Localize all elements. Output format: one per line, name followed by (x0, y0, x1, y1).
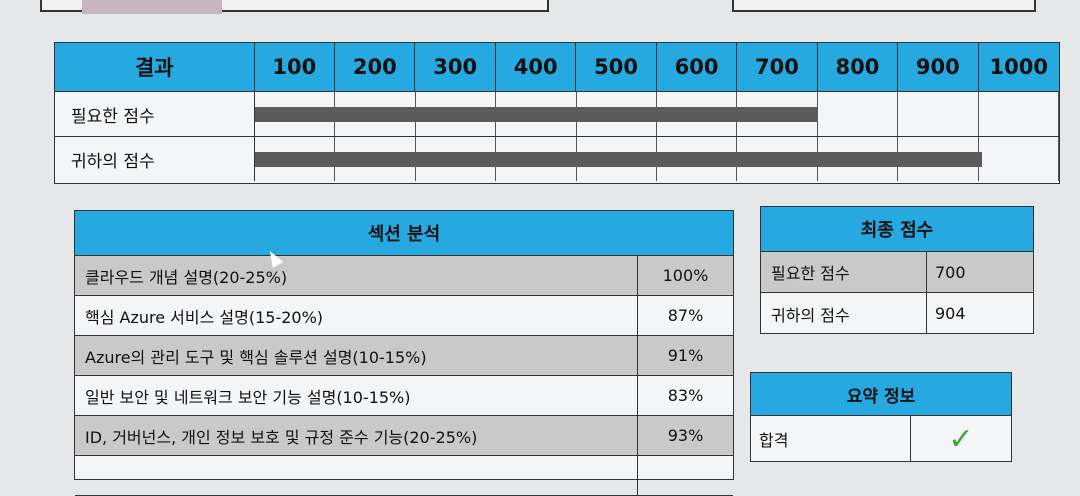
scale-header: 결과 100 200 300 400 500 600 700 800 900 1… (55, 43, 1059, 91)
scale-tick: 400 (496, 43, 577, 91)
section-name: 핵심 Azure 서비스 설명(15-20%) (75, 296, 638, 335)
scale-tick: 900 (898, 43, 979, 91)
score-grid (255, 137, 1060, 181)
table-row: 핵심 Azure 서비스 설명(15-20%) 87% (75, 296, 733, 336)
section-percent (638, 456, 733, 495)
required-score-label: 필요한 점수 (55, 92, 255, 136)
your-score-row: 귀하의 점수 (55, 136, 1060, 181)
section-percent: 93% (667, 426, 704, 445)
scale-tick: 100 (255, 43, 336, 91)
section-percent: 91% (667, 346, 704, 365)
result-label: 결과 (55, 43, 255, 91)
scale-tick: 200 (335, 43, 416, 91)
your-score-label: 귀하의 점수 (55, 137, 255, 181)
section-analysis-title: 섹션 분석 (75, 211, 733, 256)
summary-title: 요약 정보 (751, 373, 1011, 416)
table-row: 합격 ✓ (751, 416, 1011, 462)
table-row: 필요한 점수 700 (761, 252, 1033, 293)
final-score-table: 최종 점수 필요한 점수 700 귀하의 점수 904 (760, 206, 1034, 334)
summary-status: ✓ (911, 416, 1011, 462)
checkmark-icon: ✓ (948, 421, 974, 457)
scale-tick: 800 (818, 43, 899, 91)
blurred-header (82, 0, 222, 14)
final-score-label: 필요한 점수 (761, 252, 927, 292)
section-percent: 83% (667, 386, 704, 405)
scale-tick: 300 (415, 43, 496, 91)
section-name: ID, 거버넌스, 개인 정보 보호 및 규정 준수 기능(20-25%) (75, 416, 638, 455)
table-row: Azure의 관리 도구 및 핵심 솔루션 설명(10-15%) 91% (75, 336, 733, 376)
scale-tick: 500 (576, 43, 657, 91)
section-name: 일반 보안 및 네트워크 보안 기능 설명(10-15%) (75, 376, 638, 415)
top-right-box (732, 0, 1036, 12)
scale-tick: 1000 (989, 55, 1048, 79)
section-name: 클라우드 개념 설명(20-25%) (75, 256, 638, 295)
section-name (75, 456, 638, 495)
final-score-title: 최종 점수 (761, 207, 1033, 252)
score-grid (255, 92, 1060, 136)
final-score-value: 700 (935, 262, 966, 282)
summary-table: 요약 정보 합격 ✓ (750, 372, 1012, 462)
your-score-bar (255, 152, 982, 167)
section-name: Azure의 관리 도구 및 핵심 솔루션 설명(10-15%) (75, 336, 638, 375)
scale-tick: 700 (737, 43, 818, 91)
table-row: 일반 보안 및 네트워크 보안 기능 설명(10-15%) 83% (75, 376, 733, 416)
scale-tick: 600 (657, 43, 738, 91)
required-score-row: 필요한 점수 (55, 91, 1060, 136)
table-row: 클라우드 개념 설명(20-25%) 100% (75, 256, 733, 296)
table-row: 귀하의 점수 904 (761, 293, 1033, 334)
table-row: ID, 거버넌스, 개인 정보 보호 및 규정 준수 기능(20-25%) 93… (75, 416, 733, 456)
required-score-bar (255, 107, 818, 122)
section-percent: 87% (667, 306, 704, 325)
table-row (75, 456, 733, 496)
summary-result: 합격 (751, 416, 911, 462)
section-percent: 100% (662, 266, 709, 285)
final-score-value: 904 (935, 304, 966, 323)
final-score-label: 귀하의 점수 (761, 293, 927, 334)
section-analysis-table: 섹션 분석 클라우드 개념 설명(20-25%) 100% 핵심 Azure 서… (74, 210, 734, 496)
score-scale-table: 결과 100 200 300 400 500 600 700 800 900 1… (54, 42, 1060, 184)
